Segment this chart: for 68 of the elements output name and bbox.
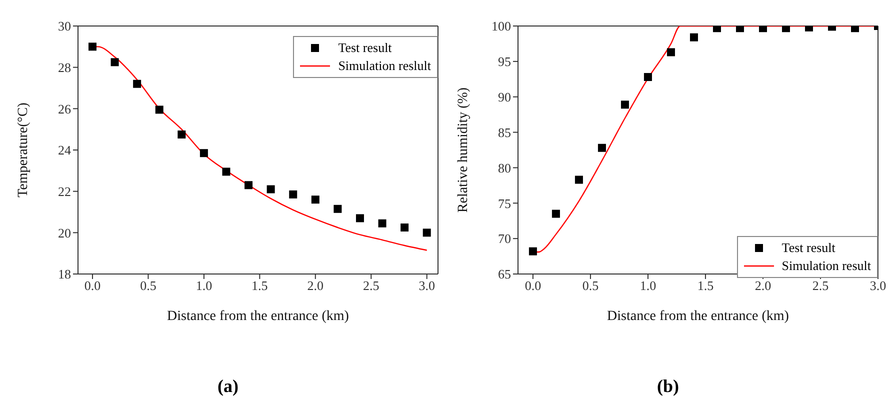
y-tick-label: 26 (58, 101, 72, 116)
point (200, 149, 208, 158)
point (155, 106, 164, 114)
point (244, 181, 253, 190)
legend-label: Simulation result (782, 257, 871, 275)
point (850, 26, 859, 32)
x-tick-label: 0.5 (582, 278, 599, 294)
y-tick-label: 95 (498, 54, 511, 70)
point (666, 48, 675, 56)
x-axis-title: Distance from the entrance (km) (167, 309, 350, 324)
point (378, 219, 386, 228)
point (110, 58, 119, 66)
point (712, 26, 721, 32)
text: (b) (657, 376, 679, 397)
legend-label: Test result (338, 39, 392, 57)
y-tick-label: 18 (58, 266, 71, 282)
legend-label: Simulation reslult (338, 57, 431, 75)
x-tick-label: 1.5 (697, 278, 714, 294)
x-tick-label: 3.0 (870, 278, 886, 294)
point (644, 73, 652, 82)
point (574, 176, 583, 184)
x-tick-label: 1.5 (252, 278, 268, 294)
text: (a) (218, 376, 238, 397)
x-tick-label: 1.0 (640, 278, 656, 294)
x-tick-label: 2.5 (812, 278, 829, 294)
x-tick-label: 0.0 (524, 278, 542, 294)
point (758, 26, 767, 32)
point (266, 185, 275, 194)
x-tick-label: 0.0 (84, 278, 101, 294)
point (88, 42, 96, 51)
y-tick-label: 80 (498, 160, 511, 176)
point (178, 130, 186, 138)
point (528, 247, 537, 256)
point (222, 168, 230, 176)
point (289, 190, 298, 198)
point (690, 33, 698, 42)
legend-label: Test result (782, 239, 836, 257)
x-tick-label: 1.0 (196, 278, 212, 294)
point (133, 80, 142, 88)
point (422, 228, 431, 237)
x-axis-title: Distance from the entrance (km) (607, 309, 790, 324)
y-axis-title: Relative humidity (%) (456, 87, 471, 213)
y-tick-label: 90 (498, 89, 511, 104)
point (736, 26, 744, 32)
x-tick-label: 2.0 (307, 278, 324, 294)
point (400, 224, 409, 232)
point (334, 204, 342, 213)
x-tick-label: 0.5 (140, 278, 156, 294)
x-tick-label: 2.5 (363, 278, 380, 294)
point (598, 144, 606, 152)
point (311, 196, 320, 204)
y-tick-label: 20 (58, 225, 71, 240)
point (552, 210, 560, 218)
y-tick-label: 30 (58, 18, 71, 34)
point (620, 100, 629, 109)
y-tick-label: 70 (498, 231, 511, 246)
y-axis-title: Temperature(°C) (16, 102, 31, 198)
y-tick-label: 24 (58, 142, 72, 158)
y-tick-label: 75 (498, 196, 511, 211)
y-tick-label: 100 (492, 18, 511, 34)
y-tick-label: 85 (498, 124, 511, 140)
point (782, 26, 790, 32)
y-tick-label: 65 (498, 266, 511, 282)
y-tick-label: 22 (58, 184, 71, 199)
x-tick-label: 2.0 (754, 278, 772, 294)
x-tick-label: 3.0 (418, 278, 435, 294)
y-tick-label: 28 (58, 60, 71, 75)
point (356, 214, 364, 222)
